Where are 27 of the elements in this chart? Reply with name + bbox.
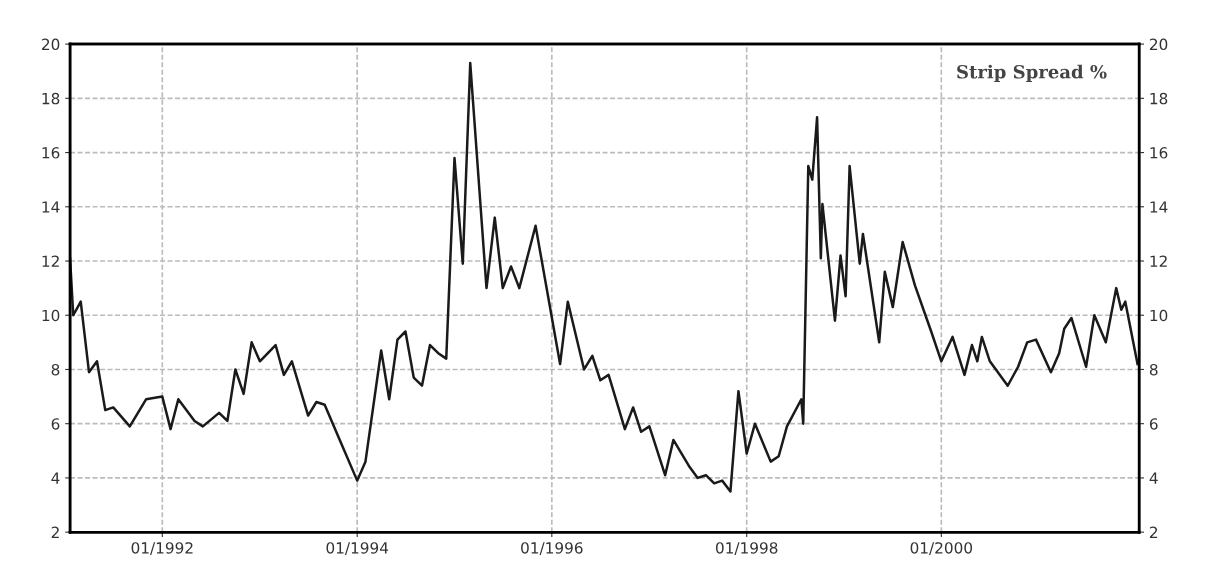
y2-tick-label: 18	[1150, 92, 1168, 105]
y-tick-label: 4	[51, 472, 60, 484]
y-tick-label: 2	[51, 526, 59, 538]
line-series	[70, 61, 1139, 493]
y2-tick-label: 8	[1149, 363, 1158, 376]
y2-tick-label: 12	[1150, 255, 1167, 267]
x-tick-label: 01/1998	[715, 542, 778, 555]
y2-tick-label: 10	[1150, 309, 1168, 322]
y-tick-label: 14	[42, 201, 60, 213]
y-tick-label: 18	[42, 92, 60, 105]
x-tick-label: 01/1994	[326, 542, 389, 555]
x-tick-label: 01/2000	[910, 542, 973, 555]
annotation: Strip Spread %	[957, 64, 1107, 83]
y2-tick-label: 14	[1150, 201, 1168, 213]
y-tick-label: 12	[42, 255, 59, 267]
y-tick-label: 8	[51, 363, 60, 376]
y2-tick-label: 6	[1149, 418, 1158, 430]
y-tick-label: 10	[42, 309, 60, 322]
y2-tick-label: 4	[1149, 472, 1158, 484]
y-tick-label: 16	[42, 147, 60, 159]
y-tick-label: 20	[42, 38, 60, 51]
y2-tick-label: 16	[1150, 147, 1168, 159]
y-tick-label: 6	[51, 418, 60, 430]
x-tick-label: 01/1996	[521, 542, 583, 555]
y2-tick-label: 20	[1149, 38, 1168, 51]
y2-tick-label: 2	[1149, 526, 1158, 538]
x-tick-label: 01/1992	[131, 542, 193, 555]
